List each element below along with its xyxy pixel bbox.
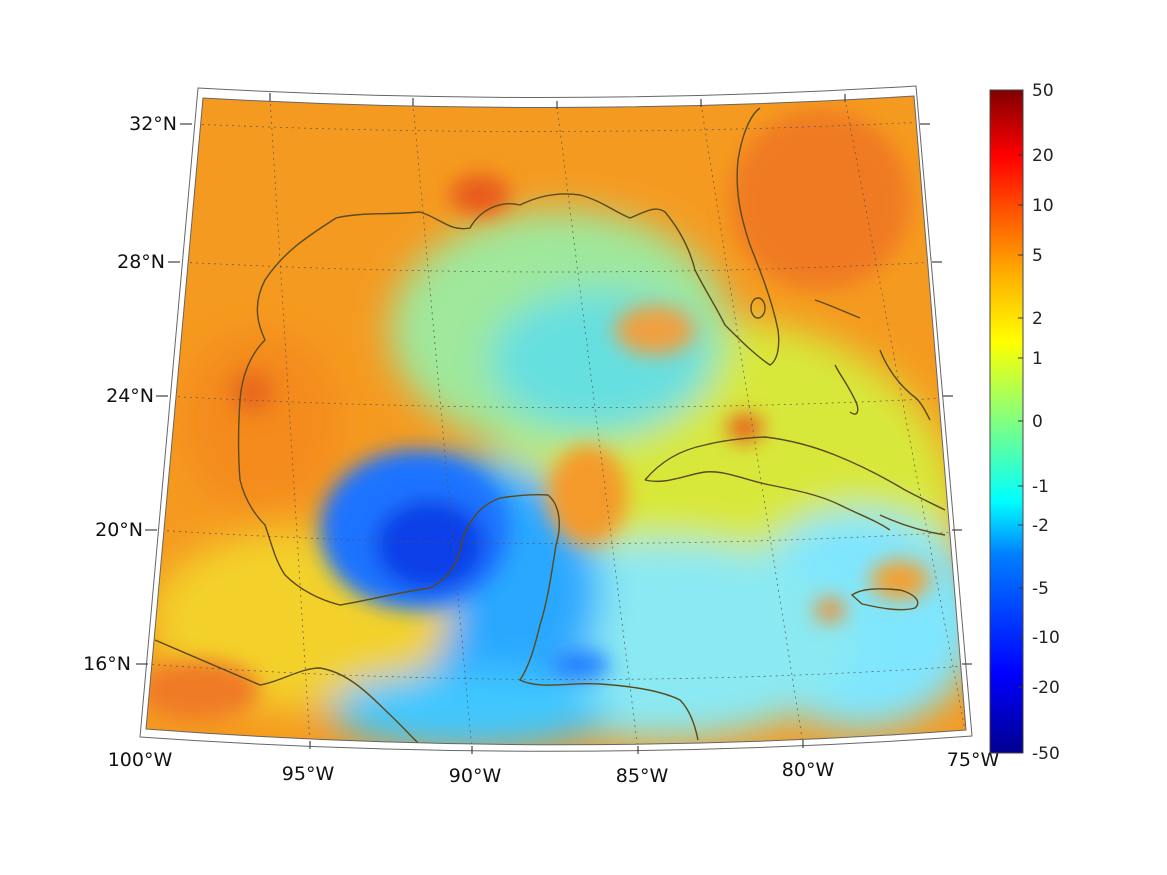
graticule — [146, 97, 966, 745]
lat-label: 16°N — [83, 653, 131, 675]
lat-label: 20°N — [95, 519, 143, 541]
colorbar-label: -10 — [1032, 628, 1060, 648]
lon-label: 75°W — [947, 749, 1000, 771]
map-frame — [139, 85, 973, 752]
lon-label: 100°W — [108, 749, 173, 771]
data-field — [146, 96, 966, 745]
lat-label: 28°N — [117, 251, 165, 273]
colorbar-label: 5 — [1032, 246, 1043, 266]
colorbar-label: -1 — [1032, 477, 1049, 497]
colorbar-label: 20 — [1032, 146, 1054, 166]
coastline — [154, 107, 946, 745]
colorbar-gradient — [989, 89, 1024, 754]
lat-labels: 32°N 28°N 24°N 20°N 16°N — [83, 113, 177, 675]
colorbar-label: 50 — [1032, 81, 1054, 101]
colorbar-label: 0 — [1032, 412, 1043, 432]
lon-label: 85°W — [616, 765, 669, 787]
colorbar-label: -2 — [1032, 516, 1049, 536]
colorbar-label: 2 — [1032, 309, 1043, 329]
colorbar-label: 10 — [1032, 196, 1054, 216]
colorbar-label: 1 — [1032, 349, 1043, 369]
frame-ticks — [136, 93, 972, 754]
lat-label: 24°N — [106, 385, 154, 407]
lon-label: 90°W — [449, 765, 502, 787]
lon-label: 95°W — [282, 763, 335, 785]
lon-labels: 100°W 95°W 90°W 85°W 80°W 75°W — [108, 749, 1000, 787]
colorbar: 50 20 10 5 2 1 0 -1 -2 -5 -10 -20 -50 — [989, 81, 1060, 764]
lat-label: 32°N — [129, 113, 177, 135]
lon-label: 80°W — [782, 759, 835, 781]
colorbar-label: -50 — [1032, 744, 1060, 764]
colorbar-label: -5 — [1032, 579, 1049, 599]
colorbar-label: -20 — [1032, 678, 1060, 698]
